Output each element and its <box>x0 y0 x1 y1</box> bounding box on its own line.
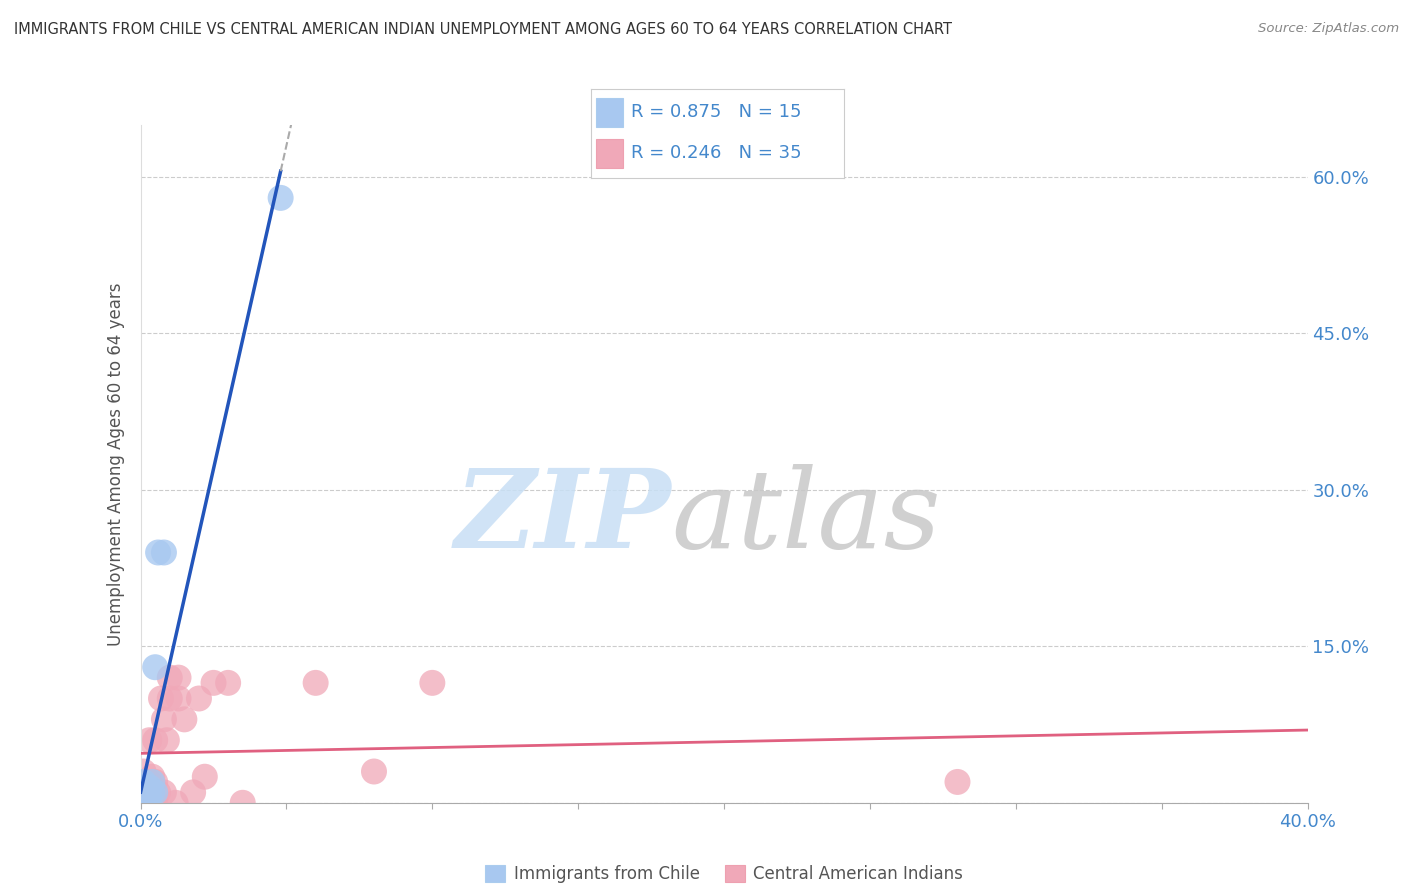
Point <box>132 764 155 779</box>
Point <box>138 775 160 789</box>
Point <box>156 733 179 747</box>
Point <box>132 780 155 794</box>
Point <box>138 790 160 805</box>
Point <box>146 545 169 559</box>
Bar <box>596 139 623 168</box>
Point <box>153 712 176 726</box>
Point <box>138 785 160 799</box>
Point <box>135 790 157 805</box>
Point <box>141 790 163 805</box>
Point <box>150 691 173 706</box>
Point <box>135 796 157 810</box>
Point <box>135 775 157 789</box>
Point <box>143 785 166 799</box>
Point <box>153 785 176 799</box>
Point <box>167 691 190 706</box>
Point <box>129 796 152 810</box>
Point <box>217 676 239 690</box>
Point <box>138 780 160 794</box>
Point <box>153 545 176 559</box>
Point <box>143 733 166 747</box>
Point <box>159 671 181 685</box>
Point <box>141 775 163 789</box>
Point <box>143 775 166 789</box>
Point <box>188 691 211 706</box>
Point <box>146 785 169 799</box>
Point <box>143 796 166 810</box>
Point <box>232 796 254 810</box>
Point <box>173 712 195 726</box>
Text: ZIP: ZIP <box>456 465 672 572</box>
Point <box>159 691 181 706</box>
Text: Source: ZipAtlas.com: Source: ZipAtlas.com <box>1258 22 1399 36</box>
Text: atlas: atlas <box>672 465 941 572</box>
Point <box>181 785 204 799</box>
Point <box>270 191 292 205</box>
Point <box>363 764 385 779</box>
Point <box>132 790 155 805</box>
Text: IMMIGRANTS FROM CHILE VS CENTRAL AMERICAN INDIAN UNEMPLOYMENT AMONG AGES 60 TO 6: IMMIGRANTS FROM CHILE VS CENTRAL AMERICA… <box>14 22 952 37</box>
Point <box>202 676 225 690</box>
Point <box>138 733 160 747</box>
Bar <box>596 98 623 127</box>
Point <box>129 796 152 810</box>
Point <box>194 770 217 784</box>
Y-axis label: Unemployment Among Ages 60 to 64 years: Unemployment Among Ages 60 to 64 years <box>107 282 125 646</box>
Point <box>141 785 163 799</box>
Point <box>141 770 163 784</box>
Point <box>135 785 157 799</box>
Point <box>129 785 152 799</box>
Point <box>132 775 155 789</box>
Point <box>422 676 444 690</box>
Point <box>129 785 152 799</box>
Legend: Immigrants from Chile, Central American Indians: Immigrants from Chile, Central American … <box>478 858 970 889</box>
Text: R = 0.246   N = 35: R = 0.246 N = 35 <box>631 145 801 162</box>
Point <box>946 775 969 789</box>
Point <box>305 676 328 690</box>
Point <box>165 796 187 810</box>
Point <box>167 671 190 685</box>
Text: R = 0.875   N = 15: R = 0.875 N = 15 <box>631 103 801 121</box>
Point <box>143 660 166 674</box>
